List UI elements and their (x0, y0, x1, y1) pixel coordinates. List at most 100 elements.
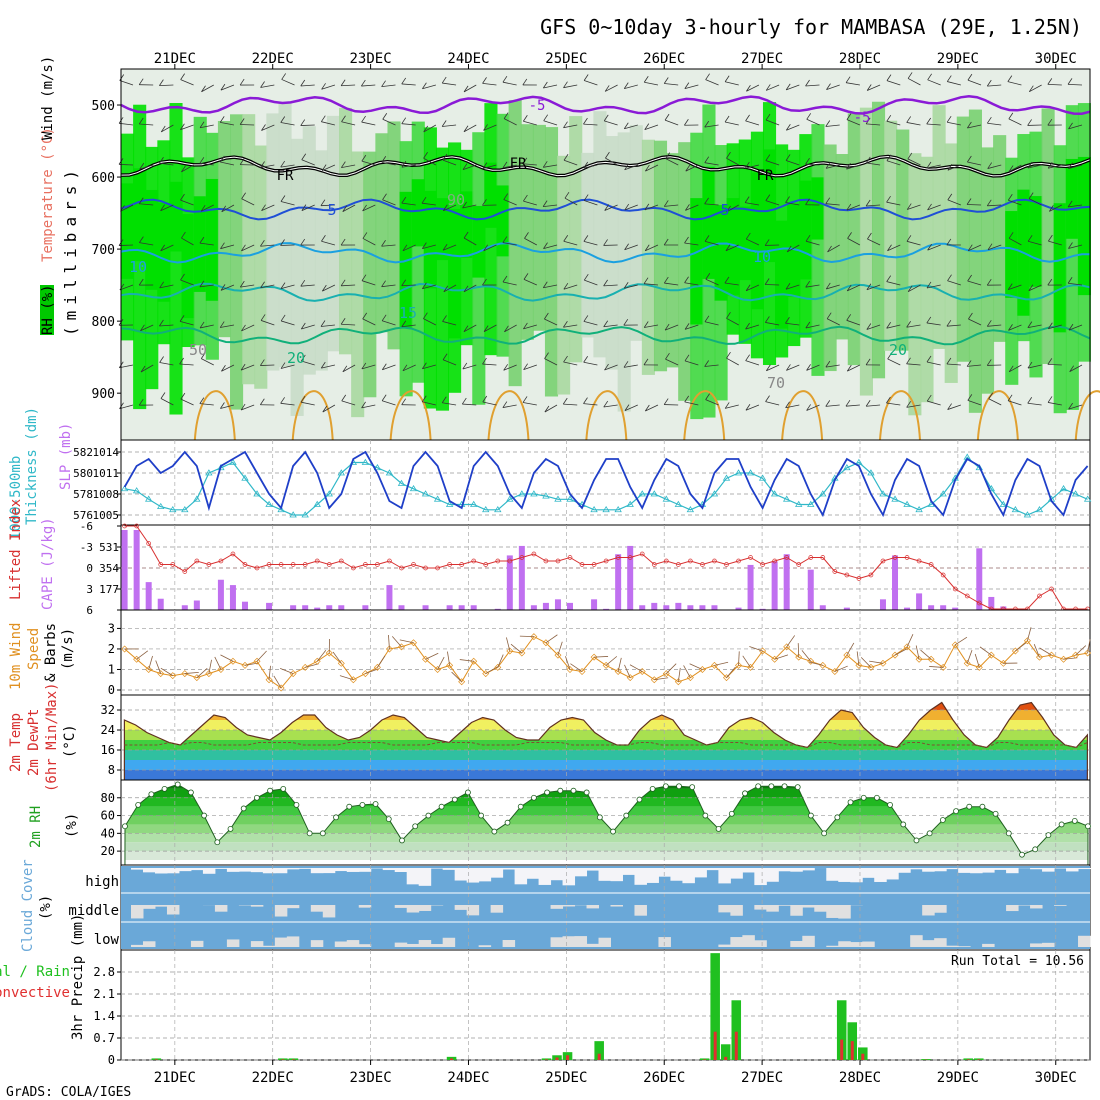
wind-barb (684, 401, 699, 406)
wind-barb-flag (745, 232, 751, 240)
temp-legend-label: Temperature (°C) (40, 127, 56, 262)
wind-barb (199, 162, 214, 166)
wind-barb-flag (926, 281, 932, 289)
wind-barb-flag (280, 116, 286, 123)
thickness-point (674, 500, 683, 507)
rh-tick: 60 (101, 809, 115, 823)
wind-barb (766, 84, 780, 91)
rh-shade (230, 114, 244, 410)
wind-barb (765, 284, 780, 286)
rh2m-label: 2m RH (28, 806, 44, 848)
thickness-point (710, 490, 719, 497)
wind-barb (805, 84, 820, 87)
wind-speed-point (121, 645, 129, 653)
wind-speed-point (301, 663, 309, 671)
wind-barb-flag (300, 238, 306, 246)
wind-barb-10m (1033, 644, 1040, 658)
wind-barb-flag (766, 364, 771, 371)
wind-barb (443, 204, 457, 212)
wind-barb (604, 84, 618, 92)
cloud-low-gap (802, 935, 815, 947)
wind-barb-flag (907, 152, 913, 160)
wind-barb (1027, 402, 1042, 406)
wind-barb-flag (604, 204, 610, 211)
wind-barb-flag (463, 325, 469, 332)
wind-barb (563, 124, 578, 129)
wind-barb (1008, 324, 1022, 331)
wind-barb-flag (563, 81, 568, 88)
thickness-point (241, 474, 249, 481)
cloud-middle-gap (322, 905, 336, 918)
cloud-middle-gap (166, 905, 180, 915)
wind-barb (946, 363, 961, 366)
thickness-point (614, 505, 622, 513)
rh-shade (968, 109, 982, 413)
contour-label: FR (277, 168, 294, 184)
wind-barb (463, 124, 477, 133)
cloud-high-gap (1042, 868, 1055, 872)
wind-barb-flag (946, 238, 952, 246)
wind-barb-flag (199, 397, 205, 404)
wind-barb (482, 82, 497, 86)
rh-band (124, 824, 1089, 834)
wind-barb (563, 284, 578, 290)
rh-shade (411, 121, 425, 383)
wind-barb (947, 81, 961, 86)
cloud-middle-gap (454, 905, 468, 910)
wind-barb (320, 324, 335, 327)
wind-barb-flag (523, 194, 528, 202)
date-label-bottom: 24DEC (447, 1070, 489, 1086)
wind-barb-flag (623, 82, 629, 89)
wind-barb (179, 320, 194, 326)
wind-barb (241, 324, 255, 332)
rh-point (742, 790, 748, 797)
rh-point (372, 801, 379, 807)
wind-barb (987, 164, 1002, 169)
wind-barb (704, 124, 719, 128)
wind-barb (544, 318, 558, 326)
wind-barb-flag (181, 231, 186, 239)
cloud-tick-label: low (94, 932, 120, 948)
wind-barb-flag (240, 363, 246, 371)
wind-barb-flag (138, 78, 144, 85)
wind-barb-flag (583, 273, 589, 281)
wind-barb-flag (544, 405, 550, 413)
cloud-high-gap (838, 868, 851, 882)
wind-barb (906, 404, 921, 408)
thickness-point (1011, 505, 1020, 513)
wind-barb-flag (320, 199, 326, 206)
wind-barb-flag (663, 398, 669, 405)
cloud-high-gap (922, 868, 935, 872)
wind-barb (139, 123, 154, 126)
date-label-top: 28DEC (839, 51, 881, 67)
cloud-label-2: (%) (38, 895, 54, 920)
thickness-point (999, 500, 1008, 507)
wind-barb-flag (543, 81, 548, 89)
rh-point (333, 814, 339, 821)
wind-barb-flag (180, 273, 185, 281)
wind-barb-flag (846, 314, 852, 321)
wind-speed-point (566, 665, 574, 673)
wind-barb-10m (915, 645, 920, 660)
date-label-bottom: 22DEC (252, 1070, 294, 1086)
thickness-point (469, 500, 478, 507)
li-point (399, 565, 404, 571)
wind-barb-flag (1047, 78, 1053, 85)
li-point (712, 558, 717, 564)
wind-barb (220, 84, 235, 91)
wind-barb (644, 204, 659, 211)
wind-barb (179, 363, 194, 366)
contour-label: -5 (529, 98, 546, 114)
thickness-point (819, 490, 827, 497)
cloud-low-gap (826, 945, 839, 947)
wind-barb-flag (239, 280, 245, 288)
rh-point (808, 812, 814, 819)
cloud-label: Cloud Cover (20, 859, 36, 952)
li-point (724, 562, 729, 567)
wind-barb-flag (502, 161, 508, 169)
wind-barb-flag (805, 280, 811, 288)
wind-barb-10m (1087, 639, 1091, 654)
date-label-bottom: 25DEC (545, 1070, 587, 1086)
wind-barb (381, 284, 396, 288)
wind-barb-10m (738, 651, 740, 666)
